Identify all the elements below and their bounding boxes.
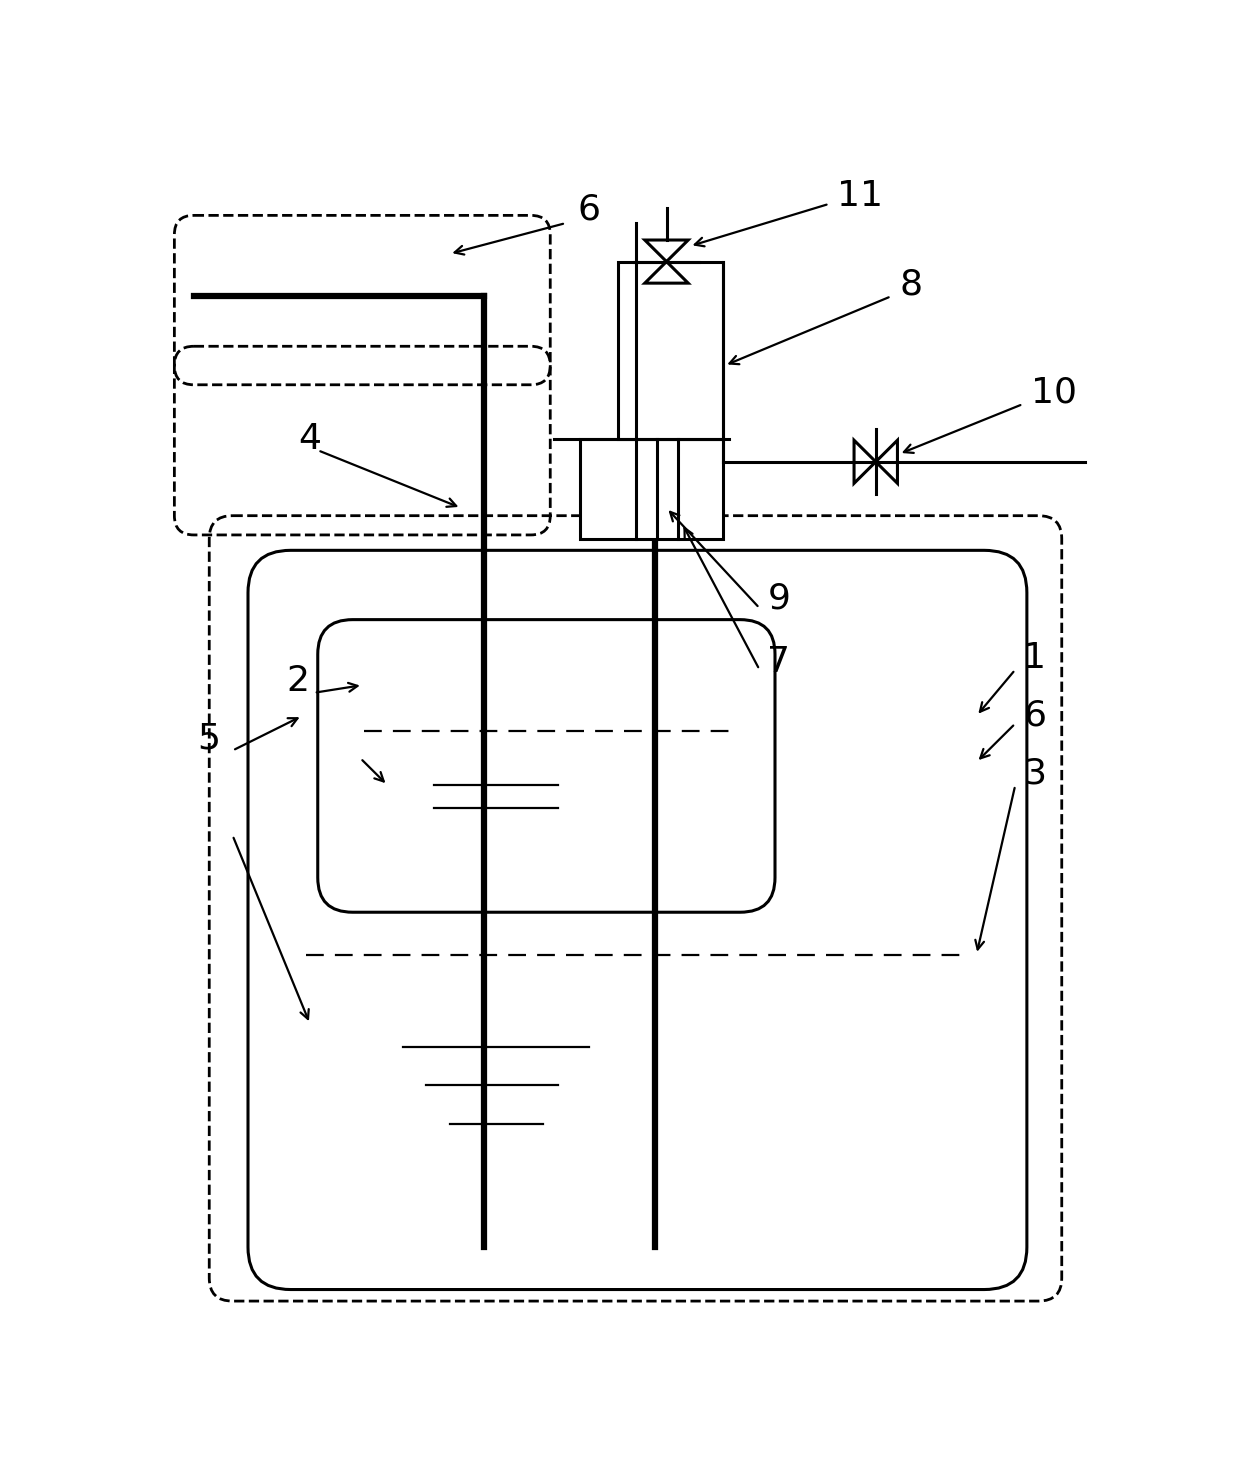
Text: 2: 2: [286, 665, 310, 699]
Bar: [580, 439, 723, 539]
Text: 6: 6: [1023, 699, 1047, 733]
Text: 10: 10: [1030, 376, 1076, 410]
Text: 5: 5: [197, 722, 221, 756]
Text: 4: 4: [299, 422, 321, 455]
Text: 8: 8: [899, 268, 923, 302]
FancyBboxPatch shape: [317, 619, 775, 912]
Text: 9: 9: [768, 582, 790, 616]
Text: 11: 11: [837, 180, 883, 214]
Text: 6: 6: [578, 192, 600, 226]
Bar: [619, 261, 723, 439]
Text: 1: 1: [1023, 641, 1047, 675]
Text: 3: 3: [1023, 756, 1047, 790]
Text: 7: 7: [768, 646, 790, 680]
FancyBboxPatch shape: [248, 550, 1027, 1290]
